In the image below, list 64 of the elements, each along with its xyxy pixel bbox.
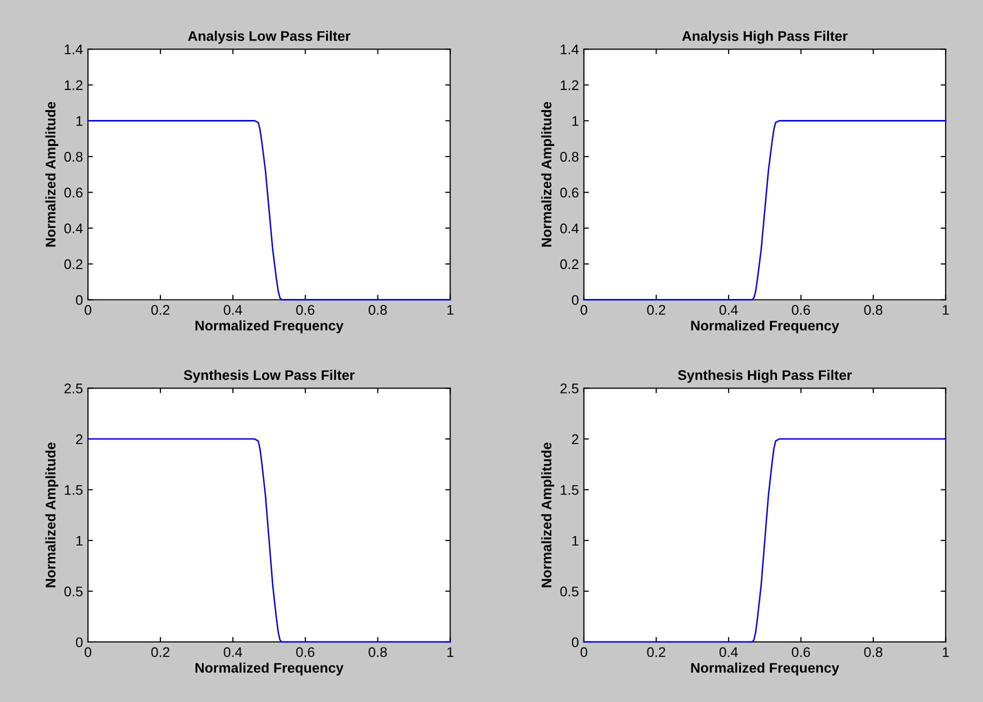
y-tick-label: 1 xyxy=(76,536,82,546)
y-tick-label: 0.8 xyxy=(560,152,578,162)
x-tick-label: 0.4 xyxy=(719,647,738,658)
x-tick-label: 0.2 xyxy=(151,304,170,315)
x-axis-title: Normalized Frequency xyxy=(691,320,840,334)
y-tick-label: 2.5 xyxy=(64,384,83,394)
y-tick-label: 1.5 xyxy=(64,485,83,495)
y-tick-label: 2.5 xyxy=(560,384,578,394)
chart-title: Analysis Low Pass Filter xyxy=(188,30,350,44)
y-axis-title: Normalized Amplitude xyxy=(541,442,554,588)
y-tick-label: 0.2 xyxy=(64,259,82,270)
x-axis-title: Normalized Frequency xyxy=(691,662,840,676)
y-tick-label: 1.2 xyxy=(64,80,82,90)
x-tick-label: 1 xyxy=(942,647,949,657)
x-tick-label: 0.6 xyxy=(296,304,314,315)
chart-title: Synthesis High Pass Filter xyxy=(678,370,852,383)
y-tick-label: 0 xyxy=(572,295,578,305)
x-tick-label: 0.8 xyxy=(864,304,882,315)
x-tick-label: 0.8 xyxy=(368,304,387,315)
x-tick-label: 0.6 xyxy=(792,647,810,658)
x-tick-label: 1 xyxy=(447,647,454,657)
y-tick-label: 0.5 xyxy=(560,586,578,596)
y-tick-label: 0.4 xyxy=(64,223,83,234)
y-tick-label: 1 xyxy=(572,116,578,126)
y-tick-label: 0.4 xyxy=(560,223,579,234)
x-tick-label: 0 xyxy=(84,304,92,315)
y-tick-label: 0.5 xyxy=(64,586,83,596)
y-tick-label: 1 xyxy=(76,116,82,126)
y-tick-label: 1.5 xyxy=(560,485,578,495)
y-tick-label: 0 xyxy=(76,637,83,648)
x-tick-label: 1 xyxy=(942,305,949,315)
x-tick-label: 0.8 xyxy=(864,647,882,658)
chart-title: Synthesis Low Pass Filter xyxy=(184,370,355,383)
x-tick-label: 0 xyxy=(84,647,92,658)
chart-title: Analysis High Pass Filter xyxy=(682,30,848,44)
y-tick-label: 1.2 xyxy=(560,80,578,90)
x-tick-label: 0 xyxy=(580,304,588,315)
y-tick-label: 1.4 xyxy=(560,44,579,54)
x-tick-label: 0.4 xyxy=(719,304,738,315)
y-tick-label: 0 xyxy=(76,295,83,305)
y-tick-label: 0 xyxy=(572,637,578,648)
y-axis-title: Normalized Amplitude xyxy=(45,442,58,588)
x-tick-label: 0.8 xyxy=(368,647,387,658)
y-tick-label: 2 xyxy=(572,434,578,444)
x-tick-label: 0.4 xyxy=(224,647,242,658)
x-tick-label: 0.2 xyxy=(647,304,666,315)
y-tick-label: 0.8 xyxy=(64,152,83,162)
x-tick-label: 0.2 xyxy=(647,647,666,658)
x-tick-label: 0.4 xyxy=(224,304,242,315)
x-tick-label: 1 xyxy=(447,305,454,315)
x-tick-label: 0.2 xyxy=(151,647,170,658)
y-axis-title: Normalized Amplitude xyxy=(541,102,554,247)
y-axis-title: Normalized Amplitude xyxy=(45,102,58,247)
x-axis-title: Normalized Frequency xyxy=(196,662,344,676)
x-axis-title: Normalized Frequency xyxy=(196,320,344,334)
x-tick-label: 0.6 xyxy=(792,304,810,315)
y-tick-label: 0.6 xyxy=(560,188,578,198)
y-tick-label: 0.6 xyxy=(64,188,83,198)
y-tick-label: 1 xyxy=(572,536,578,546)
x-tick-label: 0 xyxy=(580,647,588,658)
y-tick-label: 1.4 xyxy=(64,44,83,54)
x-tick-label: 0.6 xyxy=(296,647,314,658)
y-tick-label: 0.2 xyxy=(560,259,578,270)
y-tick-label: 2 xyxy=(76,434,82,444)
